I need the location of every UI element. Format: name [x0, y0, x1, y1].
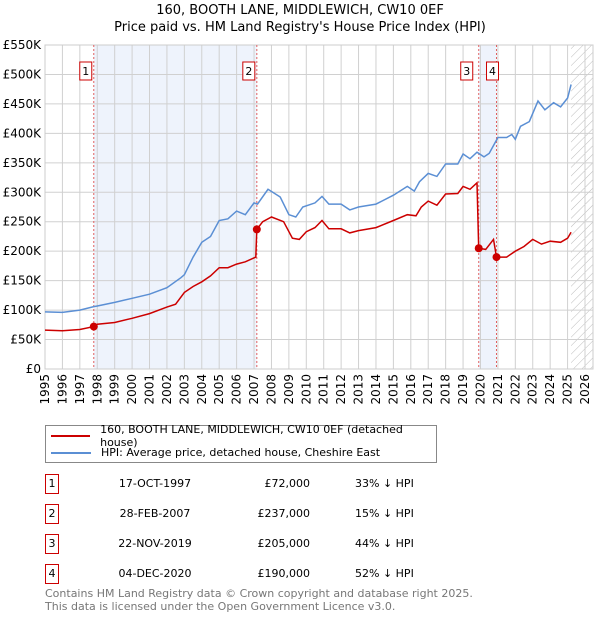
footer-licence: This data is licensed under the Open Gov…	[45, 600, 396, 613]
x-tick-label: 2021	[491, 374, 505, 405]
x-tick-label: 2000	[125, 374, 139, 405]
x-tick-label: 2022	[508, 374, 522, 405]
y-tick-label: £100K	[3, 303, 43, 317]
legend-item-hpi: HPI: Average price, detached house, Ches…	[46, 444, 380, 461]
legend-item-property: 160, BOOTH LANE, MIDDLEWICH, CW10 0EF (d…	[46, 423, 436, 449]
sale-number-box	[460, 61, 474, 81]
transaction-price: £237,000	[257, 507, 311, 520]
sale-point	[474, 244, 483, 253]
x-tick-label: 2005	[212, 374, 226, 405]
transaction-price: £190,000	[257, 567, 311, 580]
y-tick-label: £550K	[3, 38, 43, 52]
price-chart: 1995 1996 1997 1998 1999 2000 2001 2002 2003 2004…	[3, 38, 594, 405]
x-tick-label: 2014	[369, 374, 383, 405]
transaction-price: £205,000	[257, 537, 311, 550]
legend: 160, BOOTH LANE, MIDDLEWICH, CW10 0EF (d…	[45, 423, 437, 463]
transaction-date: 22-NOV-2019	[118, 537, 192, 550]
transaction-number-badge: 2	[45, 504, 59, 524]
transaction-row: 4 04-DEC-2020 £190,000 52% ↓ HPI	[45, 564, 465, 584]
x-tick-label: 2018	[439, 374, 453, 405]
transaction-hpi-diff: 44% ↓ HPI	[355, 537, 414, 550]
chart-subtitle: Price paid vs. HM Land Registry's House …	[114, 20, 486, 35]
x-tick-label: 2007	[247, 374, 261, 405]
x-tick-label: 1996	[55, 374, 69, 405]
x-tick-label: 2009	[282, 374, 296, 405]
y-tick-label: £400K	[3, 126, 43, 140]
y-tick-label: £50K	[10, 333, 42, 347]
y-tick-label: £500K	[3, 67, 43, 81]
sale-number-label: 2	[245, 65, 252, 78]
transaction-number-badge: 4	[45, 564, 59, 584]
x-tick-label: 2003	[177, 374, 191, 405]
x-tick-label: 2001	[143, 374, 157, 405]
transaction-row: 1 17-OCT-1997 £72,000 33% ↓ HPI	[45, 474, 465, 494]
transaction-date: 04-DEC-2020	[118, 567, 192, 580]
x-tick-label: 2008	[264, 374, 278, 405]
y-tick-label: £0	[26, 362, 41, 376]
x-tick-label: 2026	[578, 374, 592, 405]
x-tick-label: 2015	[386, 374, 400, 405]
transaction-row: 3 22-NOV-2019 £205,000 44% ↓ HPI	[45, 534, 465, 554]
x-tick-label: 2010	[299, 374, 313, 405]
sale-number-label: 3	[463, 65, 470, 78]
y-tick-label: £350K	[3, 156, 43, 170]
sale-number-label: 1	[82, 65, 89, 78]
series-line-property	[44, 181, 572, 332]
transaction-date: 28-FEB-2007	[119, 507, 191, 520]
sale-number-box	[79, 61, 93, 81]
forecast-hatch	[571, 45, 593, 369]
sale-number-label: 4	[489, 65, 496, 78]
x-tick-label: 2012	[334, 374, 348, 405]
y-tick-label: £200K	[3, 244, 43, 258]
legend-swatch-blue	[51, 451, 91, 454]
legend-label: 160, BOOTH LANE, MIDDLEWICH, CW10 0EF (d…	[100, 422, 403, 449]
x-tick-label: 2024	[543, 374, 557, 405]
transaction-date: 17-OCT-1997	[118, 477, 192, 490]
shaded-period	[93, 45, 257, 369]
x-tick-label: 2013	[352, 374, 366, 405]
x-tick-label: 2011	[317, 374, 331, 405]
y-tick-label: £250K	[3, 215, 43, 229]
x-tick-label: 1998	[90, 374, 104, 405]
y-tick-label: £150K	[3, 274, 43, 288]
x-tick-label: 2016	[404, 374, 418, 405]
transaction-hpi-diff: 15% ↓ HPI	[355, 507, 414, 520]
transaction-row: 2 28-FEB-2007 £237,000 15% ↓ HPI	[45, 504, 465, 524]
transaction-number-badge: 1	[45, 474, 59, 494]
series-line-hpi	[44, 84, 572, 314]
legend-swatch-red	[51, 434, 91, 437]
x-tick-label: 1997	[73, 374, 87, 405]
transaction-hpi-diff: 52% ↓ HPI	[355, 567, 414, 580]
sale-point	[252, 225, 261, 234]
sale-point	[492, 253, 501, 262]
sale-number-box	[242, 61, 256, 81]
x-tick-label: 2017	[421, 374, 435, 405]
sale-number-box	[486, 61, 500, 81]
transaction-number-badge: 3	[45, 534, 59, 554]
y-tick-label: £300K	[3, 185, 43, 199]
chart-title: 160, BOOTH LANE, MIDDLEWICH, CW10 0EF	[156, 3, 444, 18]
plot-border	[44, 44, 594, 370]
x-tick-label: 2002	[160, 374, 174, 405]
x-tick-label: 2023	[526, 374, 540, 405]
x-tick-label: 2019	[456, 374, 470, 405]
x-tick-label: 1999	[108, 374, 122, 405]
x-tick-label: 2025	[561, 374, 575, 405]
sale-point	[89, 322, 98, 331]
transaction-price: £72,000	[264, 477, 311, 490]
transaction-hpi-diff: 33% ↓ HPI	[355, 477, 414, 490]
x-tick-label: 1995	[38, 374, 52, 405]
shaded-period	[478, 45, 497, 369]
x-tick-label: 2020	[473, 374, 487, 405]
footer-copyright: Contains HM Land Registry data © Crown c…	[45, 587, 473, 600]
y-tick-label: £450K	[3, 97, 43, 111]
x-tick-label: 2004	[195, 374, 209, 405]
x-tick-label: 2006	[230, 374, 244, 405]
legend-label: HPI: Average price, detached house, Ches…	[101, 446, 381, 459]
